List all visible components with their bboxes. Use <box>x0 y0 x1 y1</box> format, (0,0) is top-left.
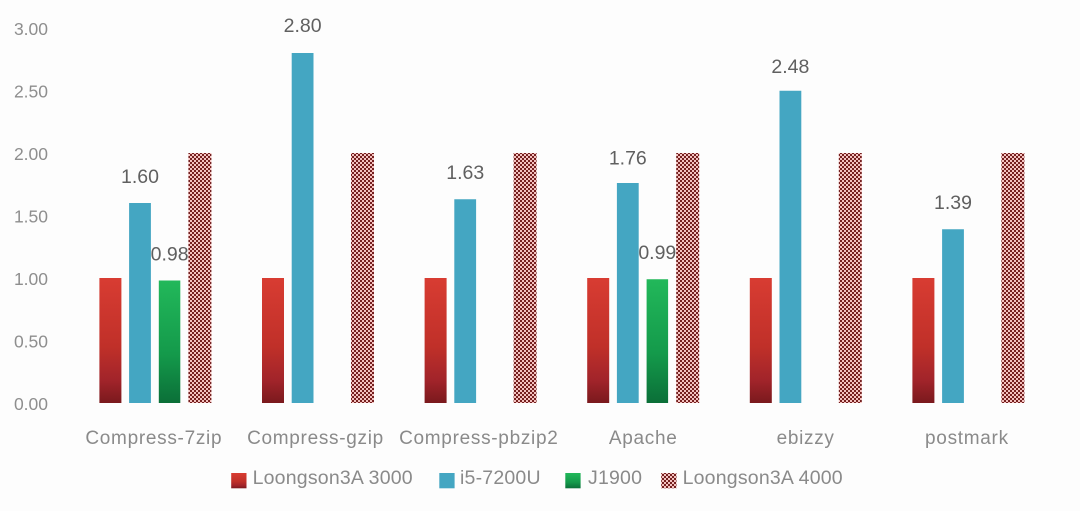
svg-text:2.80: 2.80 <box>284 15 322 37</box>
svg-text:1.50: 1.50 <box>14 206 48 226</box>
svg-text:ebizzy: ebizzy <box>777 428 835 449</box>
svg-text:Compress-pbzip2: Compress-pbzip2 <box>399 428 558 449</box>
svg-text:J1900: J1900 <box>588 467 642 489</box>
svg-text:i5-7200U: i5-7200U <box>460 467 541 489</box>
svg-text:0.99: 0.99 <box>638 242 676 264</box>
svg-text:1.00: 1.00 <box>14 269 48 289</box>
svg-text:1.39: 1.39 <box>934 192 972 214</box>
svg-text:3.00: 3.00 <box>14 19 48 39</box>
svg-text:1.63: 1.63 <box>446 162 484 184</box>
svg-text:Compress-gzip: Compress-gzip <box>247 428 384 449</box>
svg-text:0.00: 0.00 <box>14 394 48 414</box>
svg-text:2.00: 2.00 <box>14 144 48 164</box>
svg-text:1.76: 1.76 <box>609 148 647 170</box>
svg-text:0.98: 0.98 <box>151 244 189 266</box>
svg-text:Loongson3A 4000: Loongson3A 4000 <box>683 467 843 489</box>
svg-text:postmark: postmark <box>925 428 1009 449</box>
svg-text:2.50: 2.50 <box>14 81 48 101</box>
svg-text:Compress-7zip: Compress-7zip <box>85 428 222 449</box>
svg-text:1.60: 1.60 <box>121 166 159 188</box>
svg-text:Loongson3A 3000: Loongson3A 3000 <box>253 467 413 489</box>
svg-text:Apache: Apache <box>609 428 678 449</box>
svg-text:0.50: 0.50 <box>14 331 48 351</box>
svg-text:2.48: 2.48 <box>771 56 809 78</box>
